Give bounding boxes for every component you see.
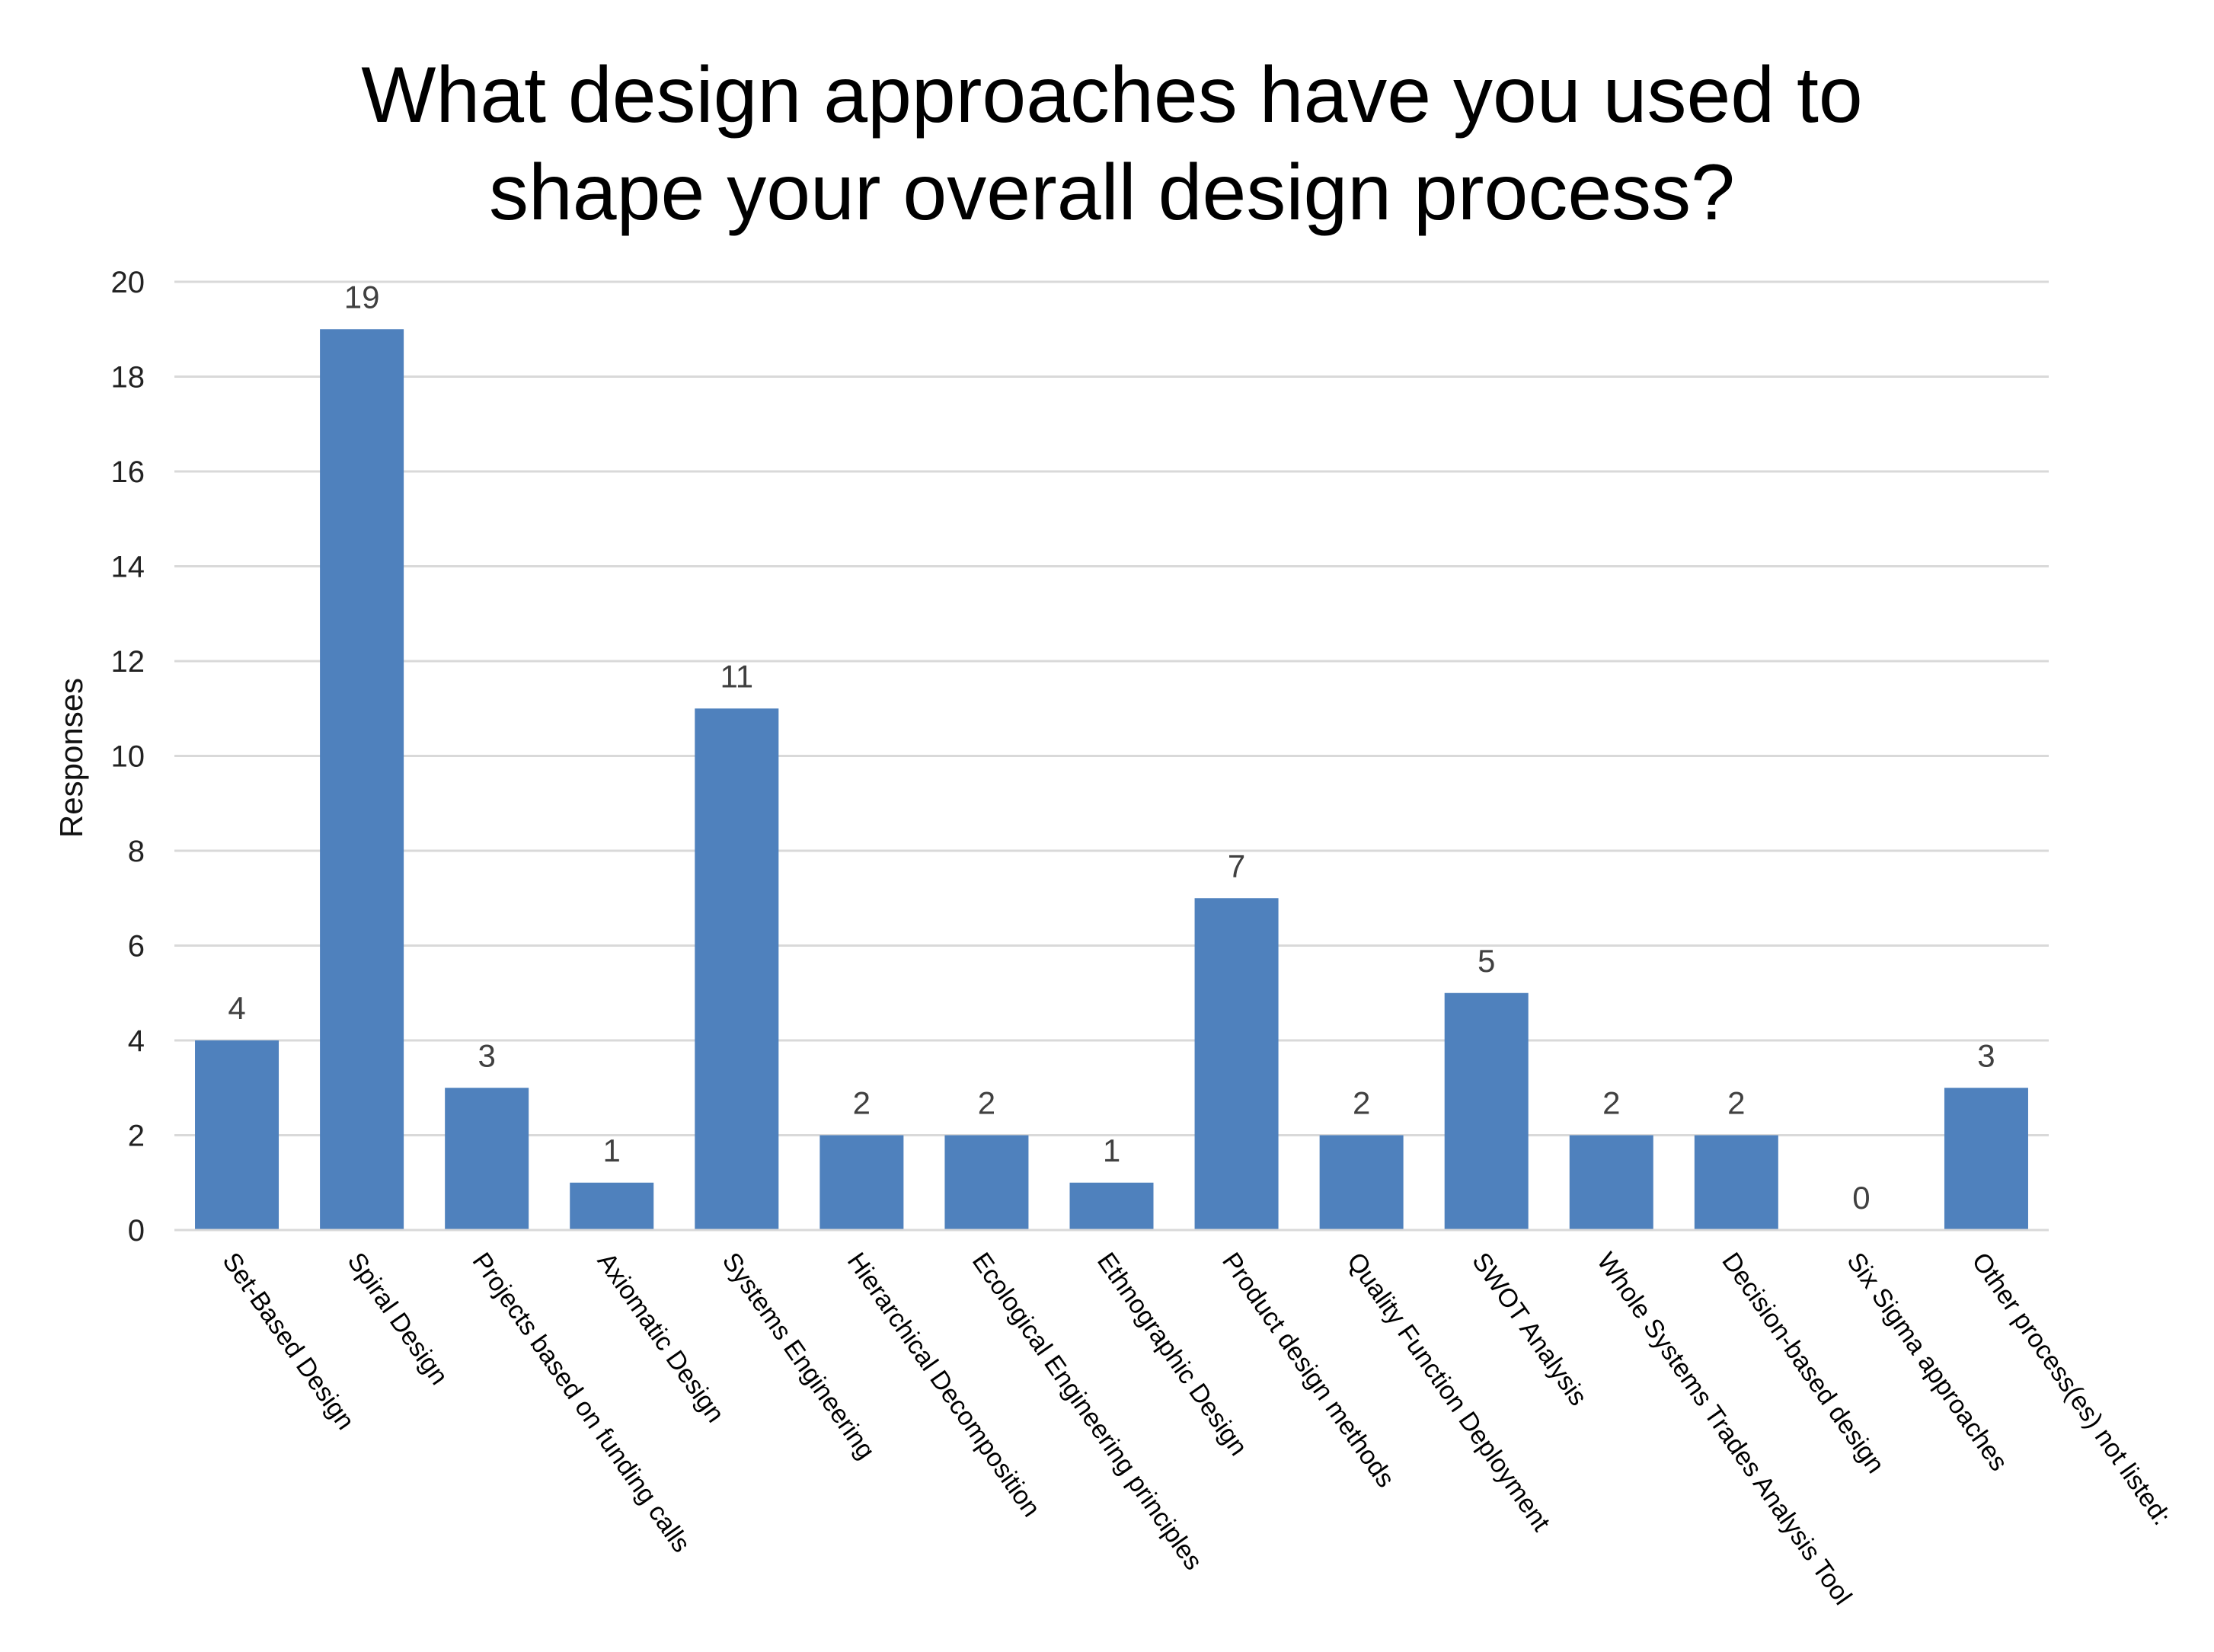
data-label: 2 [1727,1085,1745,1121]
data-label: 2 [978,1085,995,1121]
data-label: 11 [720,658,753,694]
y-tick-label: 4 [128,1024,145,1058]
x-tick-label: Set-Based Design [216,1248,359,1435]
data-label: 1 [1103,1133,1120,1168]
data-label: 4 [228,990,245,1026]
y-tick-label: 2 [128,1120,145,1153]
x-tick-label: Axiomatic Design [592,1248,730,1428]
bar [819,1135,904,1230]
y-tick-label: 8 [128,835,145,868]
y-tick-label: 14 [111,551,145,584]
data-label: 0 [1852,1180,1870,1216]
data-label: 3 [478,1037,495,1073]
chart-title-line-2: shape your overall design process? [489,149,1735,237]
y-tick-label: 12 [111,645,145,679]
y-tick-label: 16 [111,455,145,489]
x-tick-label: Quality Function Deployment [1341,1248,1556,1537]
bar [1194,898,1279,1230]
data-label: 19 [344,279,380,315]
chart-title-line-1: What design approaches have you used to [361,51,1863,139]
bar [195,1040,280,1230]
x-tick-label: SWOT Analysis [1466,1248,1593,1411]
data-label: 3 [1977,1037,1995,1073]
x-tick-label: Spiral Design [342,1248,454,1390]
chart-title: What design approaches have you used to … [361,51,1863,237]
bar [445,1088,529,1230]
y-axis-label: Responses [53,678,89,838]
bar [320,329,404,1230]
y-tick-label: 0 [128,1214,145,1248]
data-label: 2 [1353,1085,1370,1121]
data-label: 2 [1602,1085,1620,1121]
x-tick-label: Ecological Engineering principles [966,1248,1208,1576]
x-tick-label: Projects based on funding calls [467,1248,696,1558]
bar [1319,1135,1404,1230]
bar [695,708,779,1230]
y-tick-label: 20 [111,266,145,299]
x-tick-label: Other process(es) not listed: [1966,1248,2176,1531]
x-tick-label: Whole Systems Trades Analysis Tool [1591,1248,1857,1610]
y-tick-label: 6 [128,930,145,963]
bar [1069,1182,1154,1230]
y-axis-ticks: 0 2 4 6 8 10 12 14 16 18 20 [111,266,145,1248]
bar [1944,1088,2028,1230]
bar [1569,1135,1653,1230]
bar [1694,1135,1778,1230]
bar [944,1135,1029,1230]
data-label: 1 [603,1133,621,1168]
bar [570,1182,654,1230]
y-tick-label: 18 [111,361,145,395]
bars [195,329,2028,1230]
gridlines [174,280,2049,1136]
data-label: 2 [853,1085,871,1121]
data-label: 5 [1478,943,1495,979]
bar [1444,992,1529,1230]
y-tick-label: 10 [111,740,145,774]
data-label: 7 [1228,848,1245,884]
